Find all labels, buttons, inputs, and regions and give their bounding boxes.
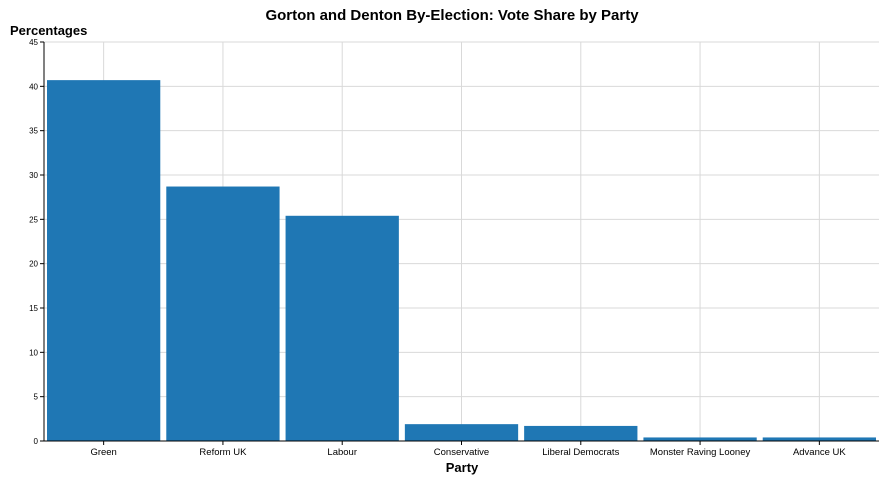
y-tick-label: 20 <box>29 260 38 269</box>
bar-labour <box>285 215 399 441</box>
bar-liberal-democrats <box>524 425 638 441</box>
y-tick-label: 25 <box>29 215 38 224</box>
y-tick-label: 30 <box>29 171 38 180</box>
bar-advance-uk <box>762 437 876 441</box>
bars-layer <box>47 80 876 442</box>
x-axis-title: Party <box>446 460 479 475</box>
chart-title: Gorton and Denton By-Election: Vote Shar… <box>265 7 639 24</box>
bar-green <box>47 80 161 442</box>
x-tick-label: Liberal Democrats <box>542 447 619 458</box>
bar-conservative <box>404 424 519 441</box>
y-axis-title: Percentages <box>10 23 87 38</box>
bar-reform-uk <box>166 186 280 441</box>
y-tick-label: 35 <box>29 127 38 136</box>
y-tick-label: 0 <box>34 437 39 446</box>
x-tick-label: Labour <box>327 447 357 458</box>
x-tick-label: Green <box>90 447 116 458</box>
y-tick-label: 45 <box>29 38 38 47</box>
x-tick-label: Monster Raving Looney <box>650 447 751 458</box>
x-tick-label: Advance UK <box>793 447 846 458</box>
x-tick-label: Conservative <box>434 447 489 458</box>
y-tick-label: 40 <box>29 82 38 91</box>
y-tick-label: 10 <box>29 348 38 357</box>
y-tick-label: 15 <box>29 304 38 313</box>
bar-monster-raving-looney <box>643 437 757 441</box>
y-tick-label: 5 <box>34 393 39 402</box>
x-tick-label: Reform UK <box>199 447 247 458</box>
axes-layer: 0 5 10 15 20 25 30 35 40 45 Green Reform UK Labour Co… <box>29 38 879 458</box>
